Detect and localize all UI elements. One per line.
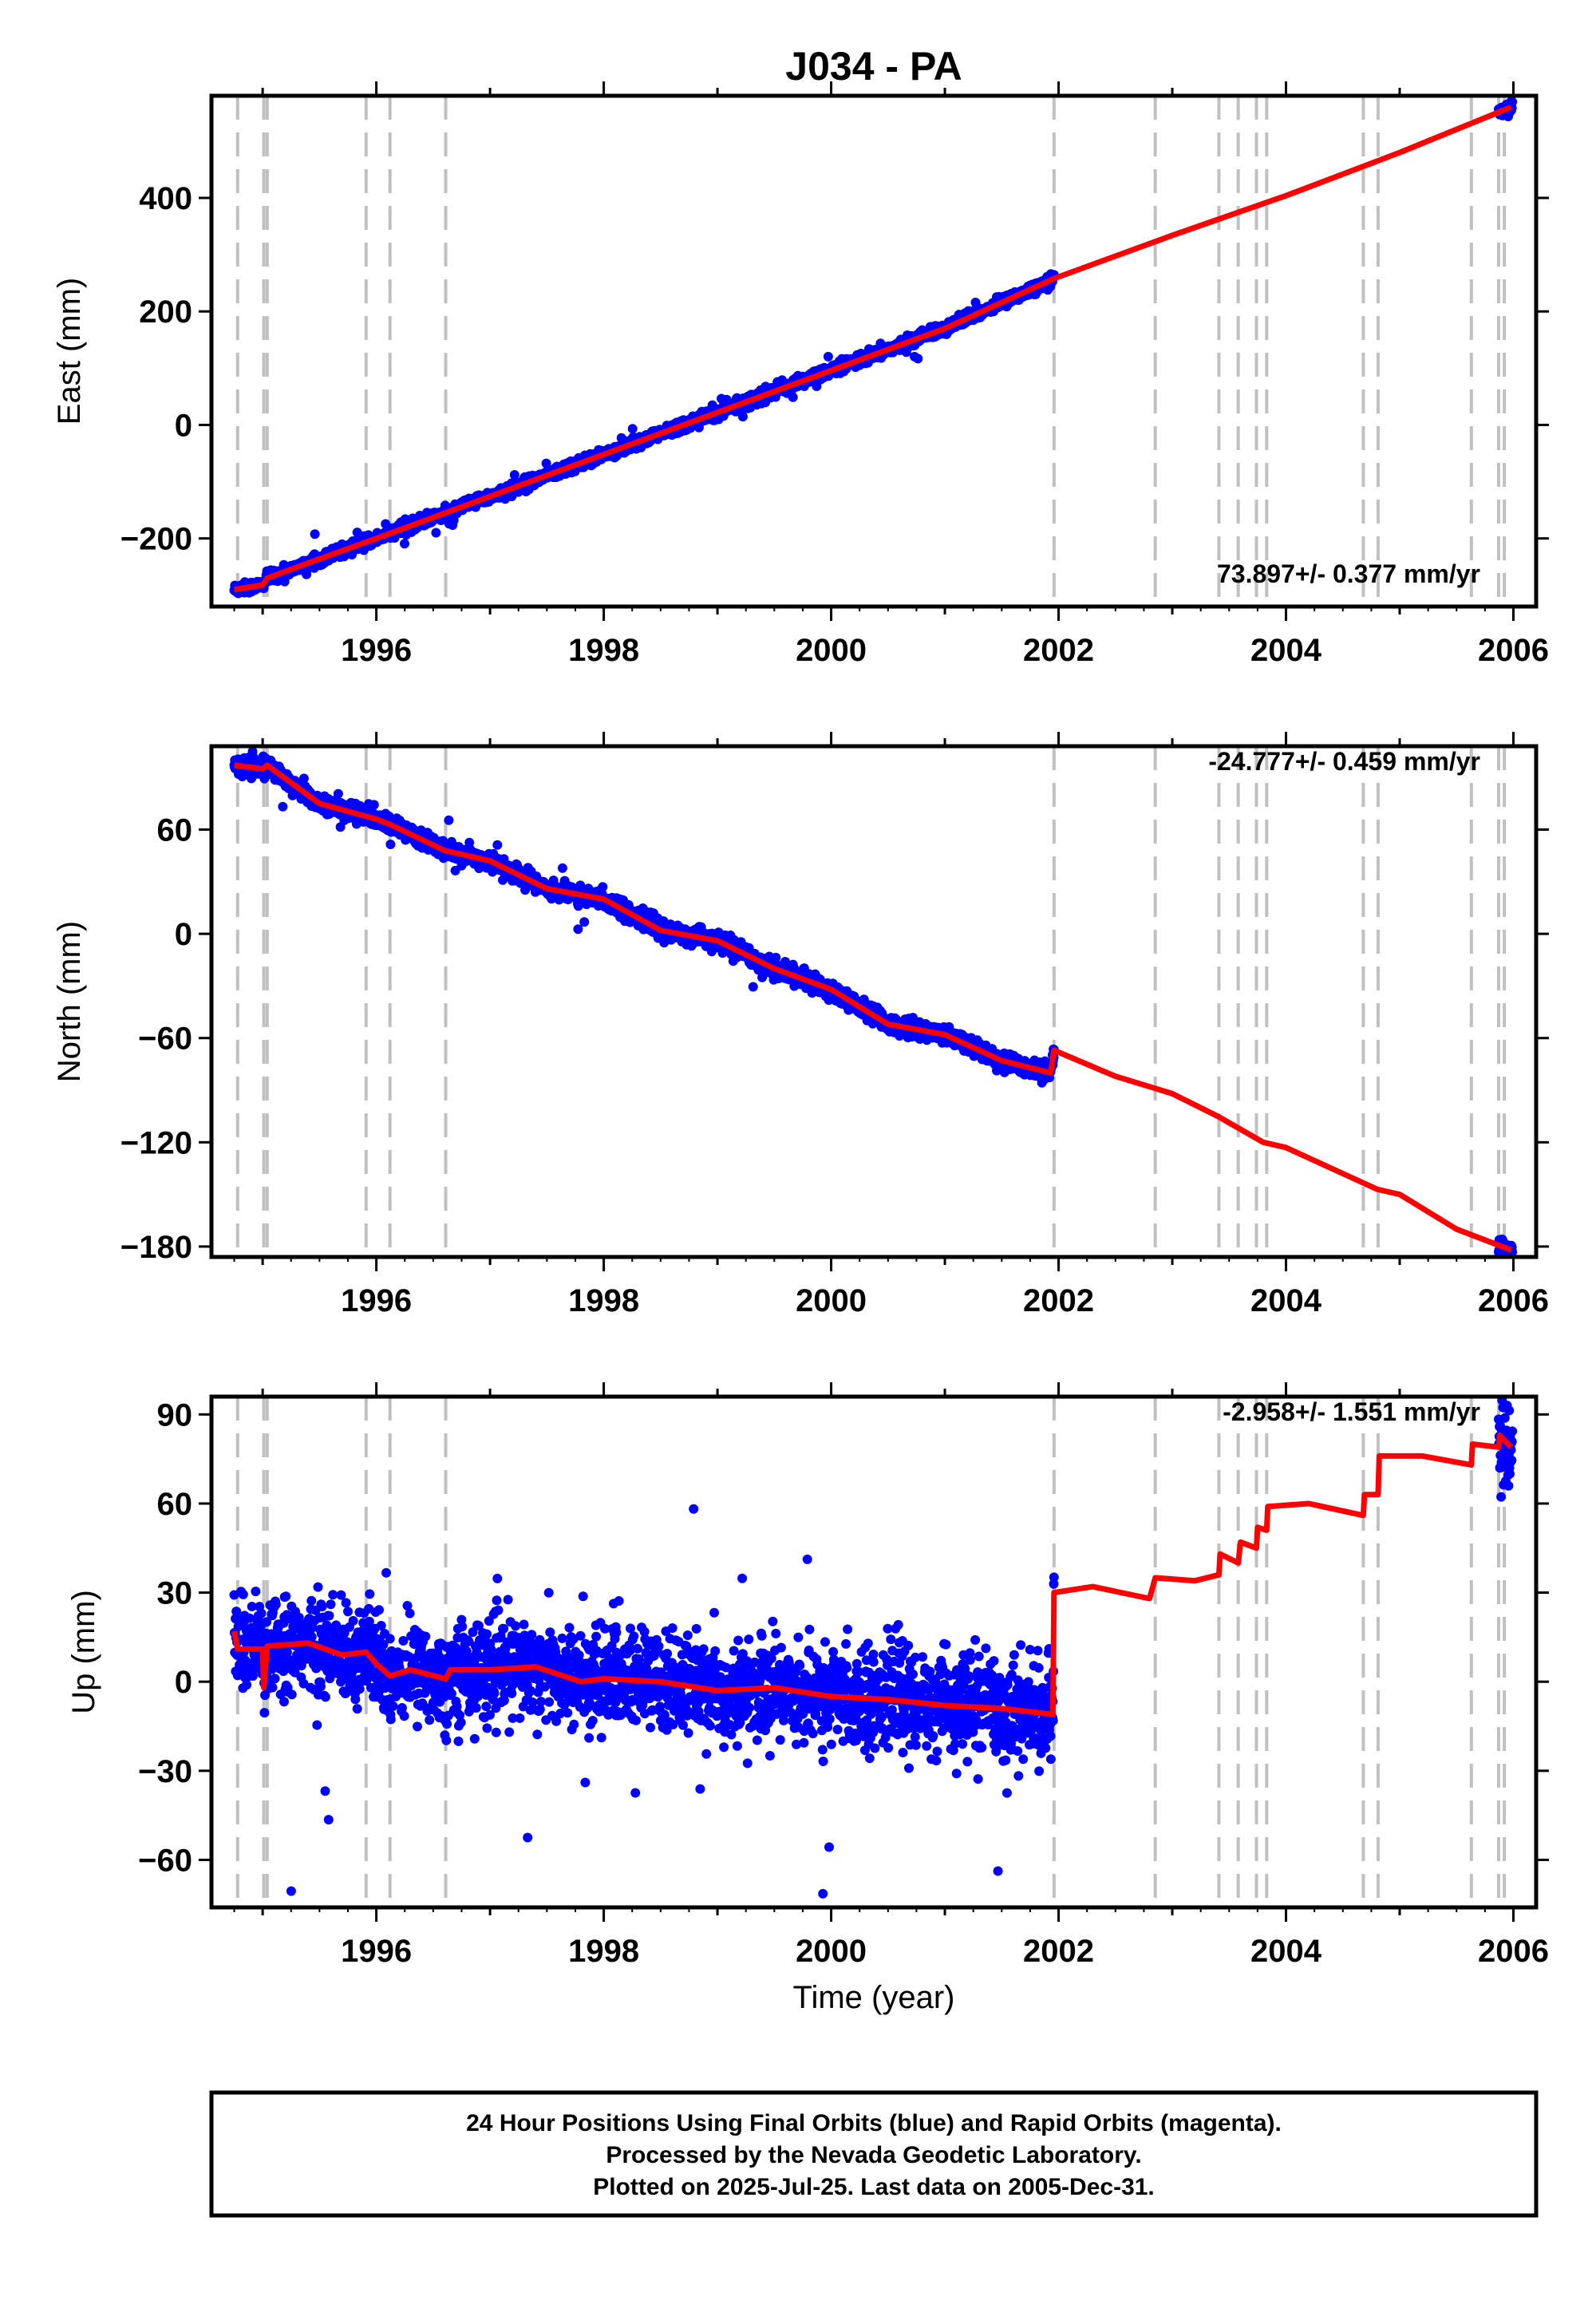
data-point: [310, 529, 320, 539]
panel-frame: [209, 93, 1539, 609]
data-point: [771, 952, 781, 962]
data-point: [385, 840, 396, 849]
data-point: [333, 788, 343, 799]
data-point: [788, 392, 798, 402]
x-tick-label: 1996: [341, 633, 412, 668]
data-point: [1507, 97, 1518, 107]
data-point: [748, 982, 758, 992]
data-point: [823, 351, 833, 362]
model-line: [233, 104, 1513, 593]
data-point: [579, 917, 590, 927]
y-axis-label: East (mm): [52, 278, 87, 425]
y-tick-label: 0: [175, 408, 192, 443]
chart-title: J034 - PA: [785, 44, 962, 89]
data-point: [492, 840, 503, 850]
data-point: [400, 539, 409, 549]
data-point: [737, 412, 748, 422]
data-point: [278, 801, 288, 812]
x-tick-label: 2006: [1478, 633, 1549, 668]
east-panel: −200 0 200 400 1996 1998 2000 2002 2004 2006 East …: [52, 81, 1549, 668]
data-point: [431, 528, 441, 538]
y-tick-label: −200: [120, 522, 192, 557]
plot-area: [229, 96, 1518, 607]
rate-annotation: 73.897+/- 0.377 mm/yr: [1217, 559, 1480, 588]
data-point: [573, 924, 583, 935]
x-tick-label: 2004: [1250, 633, 1322, 668]
data-point: [557, 863, 567, 873]
data-point: [298, 773, 309, 784]
y-tick-label: 200: [139, 294, 192, 330]
x-tick-label: 2000: [796, 633, 867, 668]
data-point: [369, 800, 379, 810]
data-points: [229, 746, 1518, 1257]
data-point: [444, 815, 454, 825]
data-point: [913, 354, 923, 364]
data-point: [598, 882, 608, 892]
data-point: [627, 424, 638, 434]
y-tick-label: 400: [139, 181, 192, 216]
x-tick-label: 2002: [1023, 633, 1094, 668]
plot-area: [229, 746, 1518, 1257]
x-tick-label: 1998: [568, 633, 639, 668]
